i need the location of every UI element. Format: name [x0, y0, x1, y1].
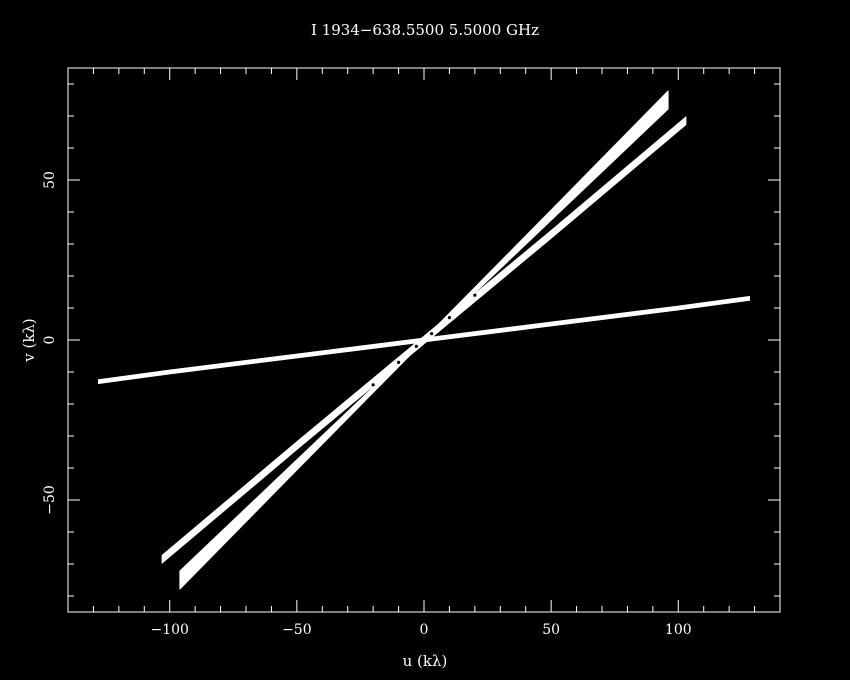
y-tick-label: 0: [42, 336, 58, 345]
x-tick-label: 0: [420, 622, 429, 638]
y-tick-label: −50: [42, 485, 58, 515]
track-gap: [447, 316, 452, 320]
track-gap: [414, 344, 418, 348]
chart-title: I 1934−638.5500 5.5000 GHz: [311, 21, 539, 39]
y-tick-label: 50: [42, 171, 58, 189]
uv-tracks: [98, 90, 750, 590]
track-gap: [371, 383, 375, 387]
x-tick-label: 50: [542, 622, 560, 638]
x-axis-label: u (kλ): [403, 652, 448, 670]
x-tick-label: −50: [282, 622, 312, 638]
axis-ticks: [67, 68, 781, 612]
track-gap: [396, 360, 401, 364]
track-gap: [430, 332, 434, 336]
uv-track-3: [179, 90, 669, 590]
y-axis-label: v (kλ): [20, 318, 38, 363]
x-tick-label: −100: [150, 622, 188, 638]
x-tick-label: 100: [665, 622, 692, 638]
track-gap: [473, 293, 477, 297]
axis-tick-labels: −100 −50 0 50 100 −50 0 50: [42, 171, 692, 638]
